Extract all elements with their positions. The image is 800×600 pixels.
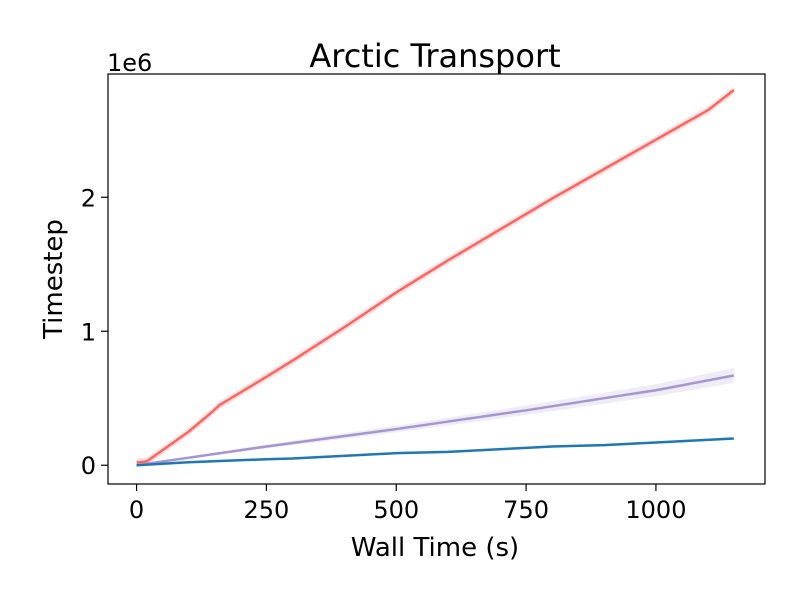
x-tick-label: 250 xyxy=(244,496,290,524)
x-axis-ticks: 0 250 500 750 1000 xyxy=(129,484,686,524)
series-1-line xyxy=(136,89,735,464)
x-tick-label: 1000 xyxy=(625,496,686,524)
series-bands xyxy=(136,86,734,467)
y-axis-ticks: 0 1 2 xyxy=(81,184,108,480)
x-tick-label: 500 xyxy=(373,496,419,524)
series-3-line xyxy=(136,437,734,467)
x-tick-label: 750 xyxy=(503,496,549,524)
plot-frame xyxy=(107,73,766,485)
series-2-line xyxy=(136,374,735,467)
y-scale-label: 1e6 xyxy=(107,49,152,77)
y-tick-label: 2 xyxy=(81,184,96,212)
chart-title: Arctic Transport xyxy=(309,37,560,75)
y-tick-label: 1 xyxy=(81,318,96,346)
x-tick-label: 0 xyxy=(129,496,144,524)
y-axis-label: Timestep xyxy=(39,219,69,340)
series-1-band xyxy=(136,86,734,467)
y-tick-label: 0 xyxy=(81,452,96,480)
series-lines xyxy=(136,89,735,467)
x-axis-label: Wall Time (s) xyxy=(351,533,519,563)
